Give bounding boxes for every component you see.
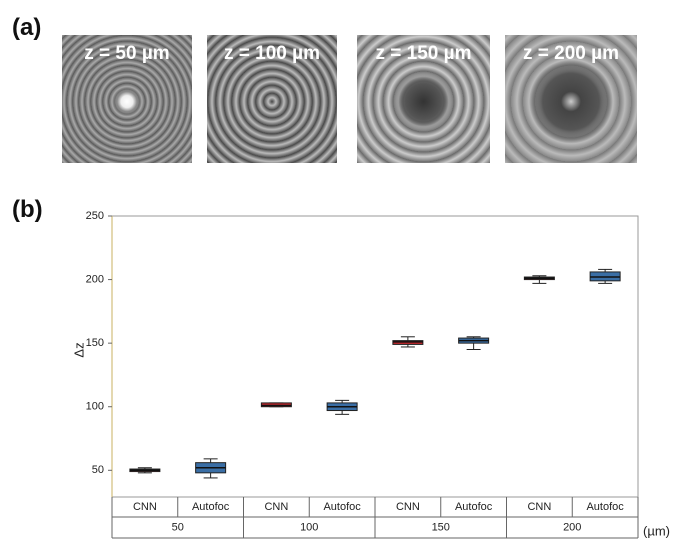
x-group-label: 150	[432, 521, 450, 533]
plot-frame	[112, 216, 638, 497]
x-sub-label: Autofoc	[192, 501, 230, 513]
y-tick-label: 200	[86, 273, 104, 285]
x-sub-label: CNN	[264, 501, 288, 513]
y-tick-label: 250	[86, 210, 104, 222]
x-sub-label: CNN	[396, 501, 420, 513]
x-sub-label: Autofoc	[323, 501, 361, 513]
x-group-label: 200	[563, 521, 581, 533]
y-tick-label: 150	[86, 337, 104, 349]
y-axis-label: Δz	[71, 342, 86, 357]
page: (a) z = 50 µm z = 100 µm z = 150 µm z = …	[0, 0, 680, 542]
y-tick-label: 100	[86, 401, 104, 413]
unit-label: (µm)	[643, 523, 670, 538]
y-tick-label: 50	[92, 464, 104, 476]
x-sub-label: Autofoc	[455, 501, 493, 513]
x-group-label: 50	[172, 521, 184, 533]
x-sub-label: CNN	[527, 501, 551, 513]
x-sub-label: CNN	[133, 501, 157, 513]
chart: Δz (µm) 50 100 150 200 250 50 CNN Autofoc 100 CNN…	[0, 0, 680, 542]
x-sub-label: Autofoc	[586, 501, 624, 513]
x-group-label: 100	[300, 521, 318, 533]
